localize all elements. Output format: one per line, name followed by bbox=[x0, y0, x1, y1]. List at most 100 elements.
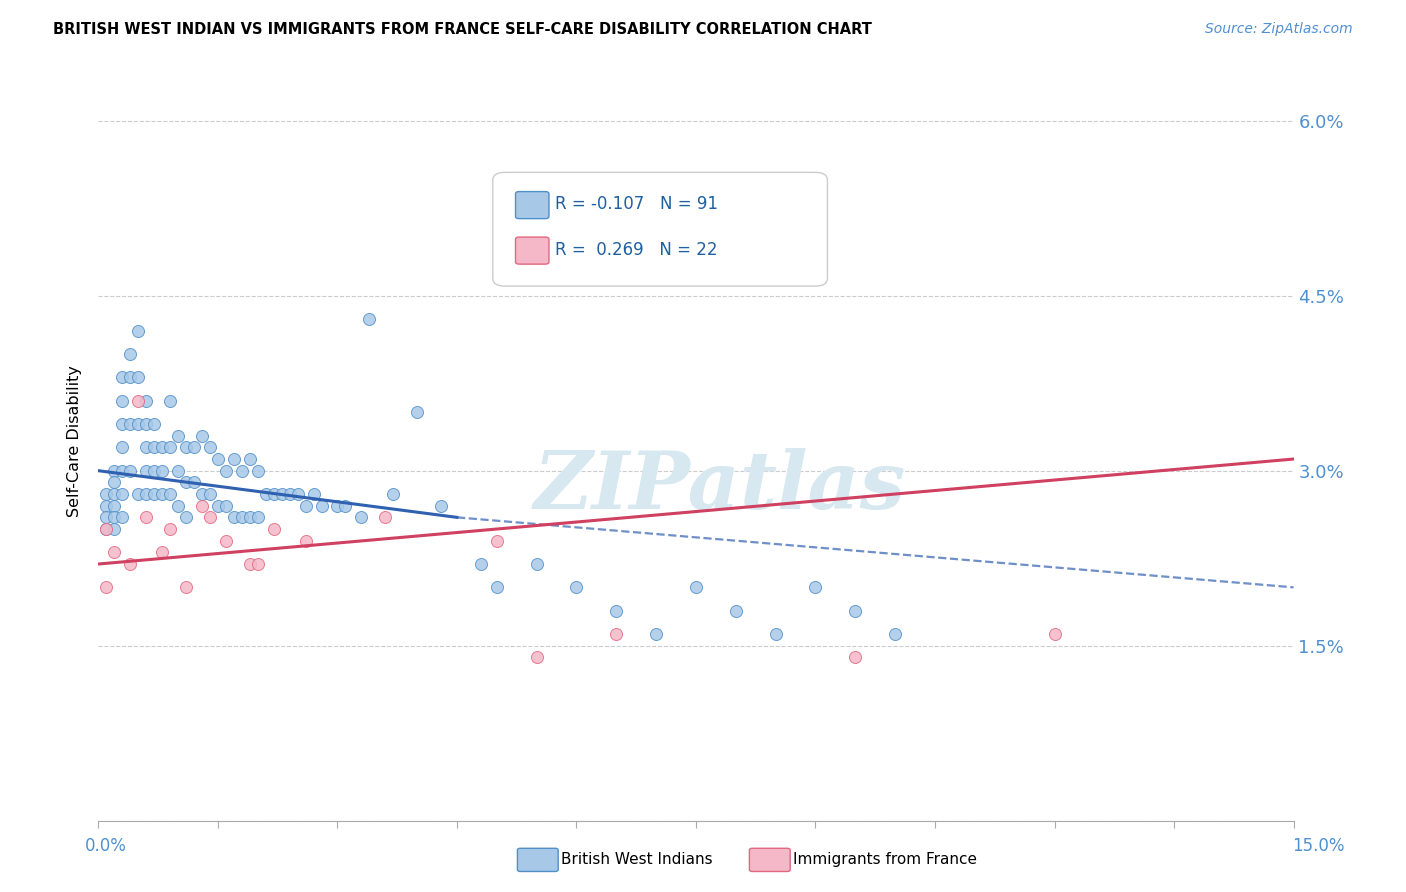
Point bbox=[215, 499, 238, 513]
Point bbox=[103, 522, 125, 536]
Point bbox=[127, 417, 149, 431]
Point bbox=[645, 627, 668, 641]
Point bbox=[207, 452, 229, 467]
Point bbox=[120, 417, 142, 431]
Point bbox=[278, 487, 301, 501]
Point bbox=[311, 499, 333, 513]
Point bbox=[207, 499, 229, 513]
Point bbox=[96, 487, 118, 501]
Point bbox=[215, 533, 238, 548]
Point bbox=[485, 533, 508, 548]
Point bbox=[198, 487, 221, 501]
Text: BRITISH WEST INDIAN VS IMMIGRANTS FROM FRANCE SELF-CARE DISABILITY CORRELATION C: BRITISH WEST INDIAN VS IMMIGRANTS FROM F… bbox=[53, 22, 872, 37]
Point bbox=[111, 393, 134, 408]
Point bbox=[222, 452, 245, 467]
Point bbox=[120, 464, 142, 478]
Text: R =  0.269   N = 22: R = 0.269 N = 22 bbox=[555, 241, 717, 259]
Point bbox=[231, 464, 253, 478]
Point bbox=[103, 464, 125, 478]
Point bbox=[263, 487, 285, 501]
Point bbox=[111, 487, 134, 501]
Point bbox=[374, 510, 396, 524]
Point bbox=[174, 441, 197, 455]
Point bbox=[287, 487, 309, 501]
Point bbox=[335, 499, 357, 513]
Point bbox=[103, 499, 125, 513]
Point bbox=[246, 510, 269, 524]
Point bbox=[565, 580, 588, 594]
Point bbox=[359, 312, 381, 326]
Point bbox=[103, 487, 125, 501]
Point bbox=[127, 324, 149, 338]
Y-axis label: Self-Care Disability: Self-Care Disability bbox=[67, 366, 83, 517]
Point bbox=[215, 464, 238, 478]
Point bbox=[159, 393, 181, 408]
Point bbox=[150, 464, 173, 478]
Point bbox=[191, 487, 214, 501]
Point bbox=[167, 428, 190, 442]
Point bbox=[111, 464, 134, 478]
Point bbox=[159, 441, 181, 455]
Point bbox=[127, 487, 149, 501]
Point bbox=[526, 557, 548, 571]
Point bbox=[135, 487, 157, 501]
Point bbox=[150, 441, 173, 455]
Point bbox=[120, 347, 142, 361]
Point bbox=[382, 487, 405, 501]
Point bbox=[191, 428, 214, 442]
Point bbox=[326, 499, 349, 513]
Point bbox=[135, 510, 157, 524]
Point bbox=[294, 499, 316, 513]
Point bbox=[159, 522, 181, 536]
Text: Immigrants from France: Immigrants from France bbox=[793, 853, 977, 867]
Point bbox=[844, 604, 866, 618]
Point bbox=[485, 580, 508, 594]
Point bbox=[111, 370, 134, 384]
Point bbox=[804, 580, 827, 594]
Point bbox=[765, 627, 787, 641]
Point bbox=[183, 441, 205, 455]
Point bbox=[430, 499, 453, 513]
Point bbox=[605, 627, 627, 641]
Point bbox=[294, 533, 316, 548]
Point bbox=[174, 510, 197, 524]
Point bbox=[96, 499, 118, 513]
Point bbox=[884, 627, 907, 641]
Point bbox=[150, 545, 173, 559]
Point bbox=[96, 580, 118, 594]
Point bbox=[143, 464, 166, 478]
FancyBboxPatch shape bbox=[516, 237, 548, 264]
Point bbox=[120, 370, 142, 384]
FancyBboxPatch shape bbox=[494, 172, 828, 286]
Point bbox=[1043, 627, 1066, 641]
Point bbox=[135, 464, 157, 478]
Point bbox=[143, 441, 166, 455]
Point bbox=[96, 522, 118, 536]
Point bbox=[111, 417, 134, 431]
Point bbox=[159, 487, 181, 501]
Text: ZIPatlas: ZIPatlas bbox=[534, 449, 905, 525]
Text: British West Indians: British West Indians bbox=[561, 853, 713, 867]
Point bbox=[96, 510, 118, 524]
Point bbox=[246, 464, 269, 478]
Point bbox=[174, 580, 197, 594]
Point bbox=[605, 604, 627, 618]
Point bbox=[270, 487, 292, 501]
Point bbox=[96, 522, 118, 536]
Point bbox=[724, 604, 747, 618]
Point bbox=[143, 487, 166, 501]
Point bbox=[406, 405, 429, 419]
Point bbox=[844, 650, 866, 665]
FancyBboxPatch shape bbox=[516, 192, 548, 219]
Point bbox=[222, 510, 245, 524]
Point bbox=[198, 510, 221, 524]
Point bbox=[183, 475, 205, 490]
Point bbox=[103, 510, 125, 524]
Point bbox=[302, 487, 325, 501]
Point bbox=[239, 510, 262, 524]
Point bbox=[231, 510, 253, 524]
Text: 15.0%: 15.0% bbox=[1292, 837, 1346, 855]
Point bbox=[127, 370, 149, 384]
Point bbox=[120, 557, 142, 571]
Point bbox=[167, 499, 190, 513]
